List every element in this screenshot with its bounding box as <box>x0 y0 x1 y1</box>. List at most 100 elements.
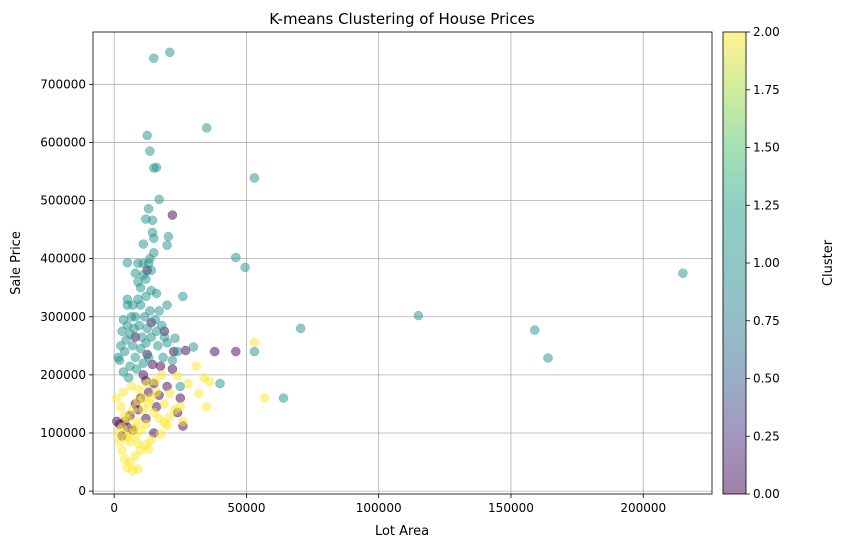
data-point <box>175 402 186 412</box>
data-points <box>112 47 688 476</box>
data-point <box>133 464 143 474</box>
data-point <box>119 410 130 421</box>
data-point <box>201 402 212 412</box>
x-tick-label: 50000 <box>227 501 265 515</box>
colorbar-tick-label: 1.75 <box>753 83 780 97</box>
data-point <box>150 314 160 325</box>
data-point <box>191 361 201 371</box>
colorbar-tick-label: 1.50 <box>753 141 780 155</box>
data-point <box>154 306 164 316</box>
data-point <box>145 306 155 316</box>
data-point <box>157 320 167 331</box>
data-point <box>172 346 183 357</box>
data-point <box>678 268 688 278</box>
colorbar-tick-label: 0.00 <box>753 487 780 501</box>
colorbar-ticks: 0.00 0.25 0.50 0.75 1.00 1.25 1.50 1.75 2.00 <box>746 25 780 501</box>
data-point <box>201 123 212 133</box>
data-point <box>122 257 133 268</box>
colorbar-label: Cluster <box>821 239 836 286</box>
data-point <box>175 393 186 403</box>
data-point <box>141 274 151 284</box>
colorbar-tick-label: 0.75 <box>753 314 780 328</box>
y-tick-label: 400000 <box>40 252 86 266</box>
data-point <box>175 381 186 392</box>
data-point <box>164 388 175 399</box>
data-point <box>278 393 289 403</box>
data-point <box>138 404 149 415</box>
data-point <box>143 203 154 214</box>
data-point <box>143 352 154 363</box>
y-axis: 0 100000 200000 300000 400000 500000 600000 700… <box>40 77 93 498</box>
data-point <box>147 215 158 226</box>
data-point <box>158 352 168 363</box>
data-point <box>154 194 164 205</box>
data-point <box>413 310 424 321</box>
data-point <box>215 378 225 389</box>
y-tick-label: 100000 <box>40 426 86 440</box>
data-point <box>116 402 126 412</box>
data-point <box>127 404 138 415</box>
colorbar: 0.00 0.25 0.50 0.75 1.00 1.25 1.50 1.75 2.00 Clu… <box>722 25 836 501</box>
data-point <box>194 388 204 399</box>
data-point <box>141 419 151 430</box>
data-point <box>139 312 150 322</box>
data-point <box>138 239 149 249</box>
data-point <box>170 333 180 344</box>
x-axis: 0 50000 100000 150000 200000 <box>110 494 666 515</box>
data-point <box>183 378 193 389</box>
data-point <box>164 411 175 422</box>
data-point <box>119 454 130 464</box>
data-point <box>145 146 155 156</box>
data-point <box>162 240 172 251</box>
data-point <box>131 364 142 374</box>
data-point <box>530 325 540 335</box>
y-axis-label: Sale Price <box>9 231 24 295</box>
data-point <box>149 407 159 418</box>
data-point <box>126 312 137 322</box>
plot-frame <box>92 31 713 495</box>
data-point <box>155 429 166 439</box>
colorbar-tick-label: 1.25 <box>753 198 780 212</box>
data-point <box>162 338 172 348</box>
data-point <box>178 416 188 427</box>
data-point <box>127 300 138 310</box>
data-point <box>164 47 175 58</box>
data-point <box>149 248 159 258</box>
data-point <box>137 332 147 342</box>
data-point <box>146 265 156 276</box>
data-point <box>172 371 183 381</box>
data-point <box>130 352 141 363</box>
x-tick-label: 200000 <box>620 501 666 515</box>
data-point <box>150 375 160 386</box>
data-point <box>130 268 141 278</box>
colorbar-tick-label: 1.00 <box>753 256 780 270</box>
data-point <box>249 173 260 183</box>
data-point <box>135 282 146 293</box>
data-point <box>118 314 129 325</box>
data-point <box>149 53 159 63</box>
data-point <box>121 432 131 443</box>
data-point <box>180 345 191 356</box>
grid-lines <box>93 32 712 494</box>
data-point <box>178 291 188 302</box>
y-tick-label: 500000 <box>40 194 86 208</box>
data-point <box>117 445 127 456</box>
data-point <box>149 233 159 244</box>
y-tick-label: 200000 <box>40 368 86 382</box>
data-point <box>163 231 174 242</box>
data-point <box>231 252 241 263</box>
y-tick-label: 600000 <box>40 135 86 149</box>
data-point <box>129 323 139 334</box>
data-point <box>231 346 241 357</box>
data-point <box>162 300 172 310</box>
data-point <box>209 346 220 357</box>
data-point <box>151 288 162 299</box>
data-point <box>146 393 156 403</box>
data-point <box>188 342 199 352</box>
x-tick-label: 0 <box>110 501 118 515</box>
colorbar-tick-label: 0.50 <box>753 372 780 386</box>
data-point <box>157 370 167 380</box>
data-point <box>167 210 178 220</box>
x-tick-label: 150000 <box>488 501 534 515</box>
colorbar-tick-label: 2.00 <box>753 25 780 39</box>
